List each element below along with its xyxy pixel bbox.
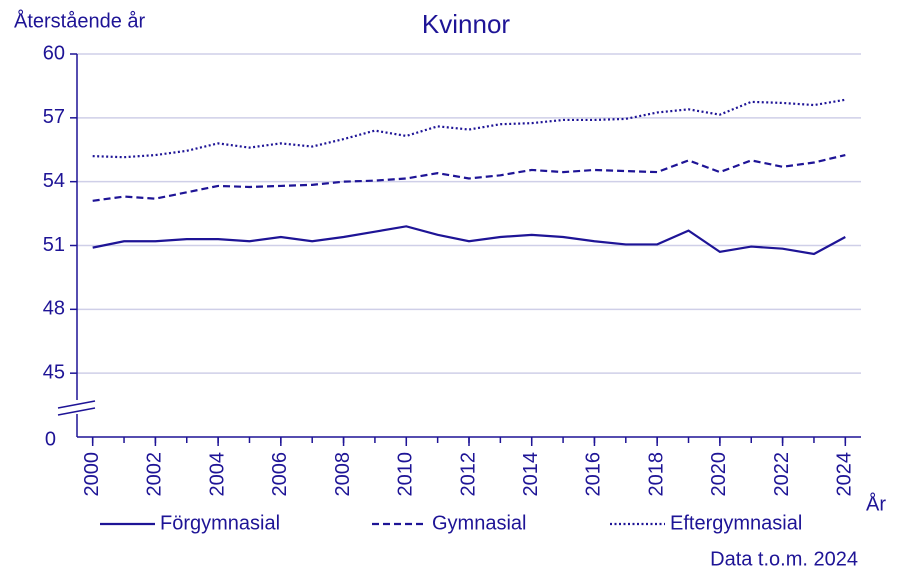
x-tick-label: 2012 [457,452,479,497]
x-tick-label: 2022 [771,452,793,497]
axis-break [57,407,96,416]
y-tick-label: 45 [43,361,65,383]
x-tick-label: 2004 [206,452,228,497]
series-line [92,153,846,202]
x-tick-label: 2006 [269,452,291,497]
x-tick-label: 2018 [645,452,667,497]
series-line [92,98,846,159]
axis-break [57,400,96,409]
legend-label: Gymnasial [432,512,526,534]
legend-label: Förgymnasial [160,512,280,534]
x-axis-label: År [866,492,886,515]
x-tick-label: 2024 [834,452,856,497]
x-tick-label: 2014 [520,452,542,497]
y-origin-label: 0 [45,428,56,450]
series-line [92,225,846,256]
y-tick-label: 54 [43,170,65,192]
x-tick-label: 2008 [332,452,354,497]
y-tick-label: 57 [43,106,65,128]
y-tick-label: 48 [43,298,65,320]
y-axis-label: Återstående år [14,9,146,32]
x-tick-label: 2000 [81,452,103,497]
y-tick-label: 51 [43,234,65,256]
chart-title: Kvinnor [422,9,510,39]
legend-label: Eftergymnasial [670,512,802,534]
x-tick-label: 2010 [395,452,417,497]
x-tick-label: 2020 [708,452,730,497]
x-tick-label: 2016 [583,452,605,497]
x-tick-label: 2002 [144,452,166,497]
note: Data t.o.m. 2024 [710,548,858,570]
y-tick-label: 60 [43,42,65,64]
